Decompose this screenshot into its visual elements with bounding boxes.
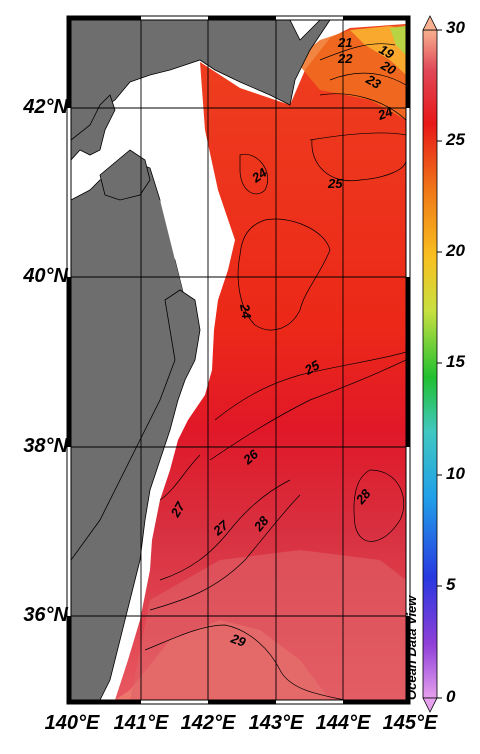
sst-north-green bbox=[390, 26, 406, 55]
lon-label-140: 140°E bbox=[44, 712, 100, 734]
colorbar-label-30: 30 bbox=[446, 18, 465, 37]
contour-label: 23 bbox=[363, 71, 385, 92]
contour-label: 25 bbox=[327, 176, 343, 191]
lon-label-144: 144°E bbox=[315, 712, 371, 734]
colorbar-label-5: 5 bbox=[446, 575, 456, 594]
colorbar-label-15: 15 bbox=[446, 352, 465, 371]
contour-label: 27 bbox=[167, 499, 188, 521]
colorbar bbox=[422, 15, 442, 713]
lon-label-142: 142°E bbox=[180, 712, 236, 734]
contour-lines bbox=[144, 43, 406, 700]
lon-label-143: 143°E bbox=[248, 712, 304, 734]
sst-north-yellow bbox=[350, 26, 406, 75]
lon-label-141: 141°E bbox=[113, 712, 169, 734]
lat-label-40: 40°N bbox=[23, 265, 68, 287]
land-shimokita bbox=[99, 149, 151, 201]
land-honshu-fill bbox=[71, 200, 190, 690]
contour-label: 24 bbox=[375, 104, 395, 124]
odv-watermark: Ocean Data View bbox=[404, 595, 419, 700]
colorbar-label-10: 10 bbox=[446, 464, 465, 483]
colorbar-label-25: 25 bbox=[446, 130, 465, 149]
contour-label: 24 bbox=[237, 302, 255, 321]
grid-lines bbox=[71, 20, 406, 700]
lat-label-38: 38°N bbox=[23, 435, 68, 457]
sst-field bbox=[115, 24, 406, 700]
contour-label: 29 bbox=[228, 630, 248, 650]
colorbar-label-20: 20 bbox=[446, 241, 465, 260]
contour-label: 22 bbox=[337, 51, 353, 66]
lat-label-42: 42°N bbox=[23, 96, 68, 118]
lon-label-145: 145°E bbox=[382, 712, 438, 734]
contour-label: 20 bbox=[378, 57, 400, 78]
land-oshima bbox=[71, 94, 116, 161]
sst-mid-south bbox=[130, 550, 406, 700]
lat-label-36: 36°N bbox=[23, 604, 68, 626]
contour-label: 25 bbox=[301, 357, 323, 378]
frame-ticks bbox=[67, 16, 410, 704]
contour-label: 21 bbox=[337, 35, 352, 50]
colorbar-label-0: 0 bbox=[446, 687, 456, 706]
land-coast-east bbox=[71, 289, 201, 700]
